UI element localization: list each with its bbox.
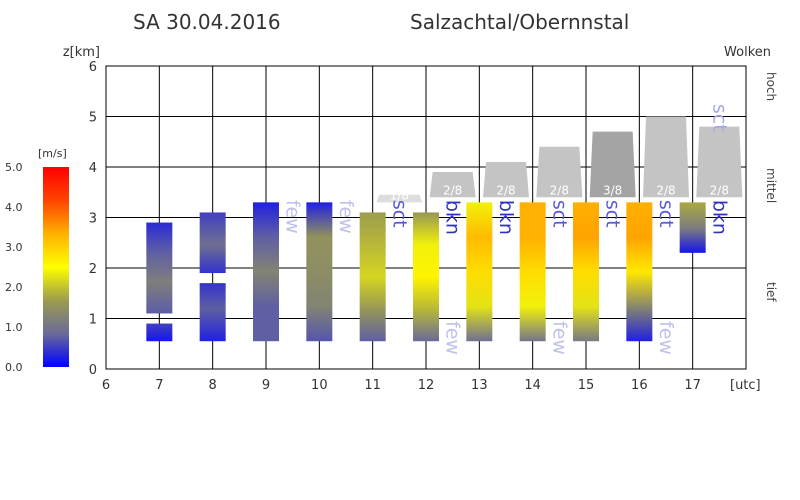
layer-label-low: tief (764, 282, 778, 302)
wind-column-segment (413, 212, 439, 342)
wind-column-segment (359, 212, 386, 342)
colorbar-tick-label: 4.0 (5, 201, 23, 214)
colorbar-tick-label: 0.0 (5, 361, 23, 374)
wind-column-segment (573, 202, 599, 342)
cloud-block (429, 172, 476, 198)
chart-date-title: SA 30.04.2016 (133, 10, 281, 34)
cloud-coverage-label: 2/8 (550, 183, 569, 197)
chart-region-title: Salzachtal/Obernnstal (410, 10, 629, 34)
x-tick-label: 15 (578, 378, 595, 393)
cloud-coverage-label: 2/8 (443, 183, 462, 197)
y-tick-label: 4 (89, 161, 97, 176)
y-axis-label: z[km] (63, 45, 100, 60)
y-tick-label: 6 (89, 60, 97, 75)
y-tick-label: 3 (89, 212, 97, 227)
cloud-type-label: few (442, 321, 464, 355)
cloud-block (483, 161, 529, 198)
cloud-coverage-label: 2/8 (710, 183, 729, 197)
colorbar-ticks: 0.0 1.0 2.0 3.0 4.0 5.0 (5, 161, 23, 374)
cloud-coverage-label: 3/8 (603, 183, 622, 197)
wind-columns (146, 202, 706, 342)
wind-column-segment (626, 202, 653, 342)
cloud-block (696, 126, 743, 198)
cloud-type-label: bkn (442, 200, 464, 235)
x-tick-label: 16 (631, 378, 648, 393)
colorbar-unit: [m/s] (38, 147, 67, 160)
colorbar (43, 167, 69, 367)
wind-column-segment (306, 202, 333, 342)
x-tick-label: 9 (262, 378, 270, 393)
y-tick-label: 5 (89, 111, 97, 126)
wind-column-segment (679, 202, 706, 253)
cloud-type-label: sct (708, 104, 730, 132)
cloud-block (376, 194, 423, 203)
x-tick-label: 13 (471, 378, 488, 393)
x-tick-label: 7 (155, 378, 163, 393)
x-tick-label: 12 (418, 378, 435, 393)
x-tick-label: 10 (311, 378, 328, 393)
wind-column-segment (466, 202, 493, 342)
cloud-block (536, 146, 583, 198)
wind-column-segment (199, 212, 226, 274)
cloud-type-label: few (282, 200, 304, 234)
layer-label-mid: mittel (764, 168, 778, 203)
cloud-blocks: 1/8 2/8 2/8 2/8 3/8 2/8 2/8 (376, 116, 743, 203)
colorbar-tick-label: 1.0 (5, 321, 23, 334)
colorbar-tick-label: 2.0 (5, 281, 23, 294)
x-tick-label: 8 (209, 378, 217, 393)
plot-frame (105, 65, 747, 370)
y-tick-label: 0 (89, 363, 97, 378)
cloud-type-label: few (655, 321, 677, 355)
x-tick-label: 14 (524, 378, 541, 393)
colorbar-tick-label: 5.0 (5, 161, 23, 174)
cloud-type-label: few (548, 321, 570, 355)
cloud-coverage-label: 1/8 (390, 188, 409, 202)
cloud-type-label: few (335, 200, 357, 234)
wind-column-segment (199, 283, 226, 342)
cloud-type-label: sct (655, 200, 677, 228)
x-tick-label: 17 (684, 378, 701, 393)
cloud-block (643, 116, 689, 198)
layer-label-high: hoch (764, 72, 778, 101)
cloud-coverage-label: 2/8 (496, 183, 515, 197)
x-axis-unit: [utc] (730, 378, 761, 393)
cloud-type-label: sct (548, 200, 570, 228)
cloud-type-label: bkn (495, 200, 517, 235)
y-tick-label: 1 (89, 313, 97, 328)
y-tick-label: 2 (89, 262, 97, 277)
cloud-coverage-label: 2/8 (656, 183, 675, 197)
right-axis-label: Wolken (724, 45, 771, 60)
wind-column-segment (146, 323, 173, 342)
wind-column-segment (146, 222, 173, 314)
wind-column-segment (253, 202, 279, 342)
cloud-type-label: sct (602, 200, 624, 228)
cloud-labels: few few sct bkn bkn sct sct sct bkn sct few few few (282, 104, 731, 355)
cloud-type-label: sct (388, 200, 410, 228)
cloud-block (589, 131, 636, 198)
colorbar-tick-label: 3.0 (5, 241, 23, 254)
x-tick-label: 6 (102, 378, 110, 393)
x-tick-label: 11 (364, 378, 381, 393)
cloud-type-label: bkn (708, 200, 730, 235)
wind-column-segment (519, 202, 546, 342)
